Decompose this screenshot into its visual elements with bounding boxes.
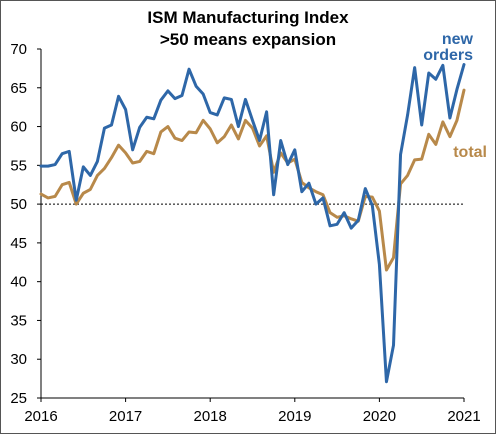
chart-title: ISM Manufacturing Index — [147, 8, 349, 27]
series-label-new-orders-line2: orders — [423, 47, 473, 64]
y-tick-label: 45 — [10, 235, 27, 252]
x-axis: 2016 2017 2018 2019 2020 2021 — [24, 397, 481, 425]
series-group — [39, 63, 466, 384]
y-tick-label: 25 — [10, 390, 27, 407]
series-label-new-orders-line1: new — [442, 31, 474, 48]
y-tick-label: 65 — [10, 80, 27, 97]
y-tick-label: 70 — [10, 41, 27, 58]
y-tick-label: 35 — [10, 312, 27, 329]
x-tick-label: 2016 — [24, 408, 57, 425]
x-tick-label: 2021 — [447, 408, 480, 425]
y-tick-label: 30 — [10, 351, 27, 368]
x-tick-label: 2019 — [278, 408, 311, 425]
y-tick-label: 40 — [10, 274, 27, 291]
x-tick-label: 2020 — [363, 408, 396, 425]
y-tick-label: 55 — [10, 157, 27, 174]
series-label-total: total — [453, 144, 487, 161]
y-tick-label: 50 — [10, 196, 27, 213]
chart-subtitle: >50 means expansion — [160, 30, 336, 49]
y-axis: 25 30 35 40 45 50 55 60 65 70 — [10, 41, 42, 407]
series-line-new-orders — [39, 63, 466, 384]
series-line-total — [39, 88, 466, 272]
x-tick-label: 2018 — [194, 408, 227, 425]
y-tick-label: 60 — [10, 119, 27, 136]
x-tick-label: 2017 — [109, 408, 142, 425]
